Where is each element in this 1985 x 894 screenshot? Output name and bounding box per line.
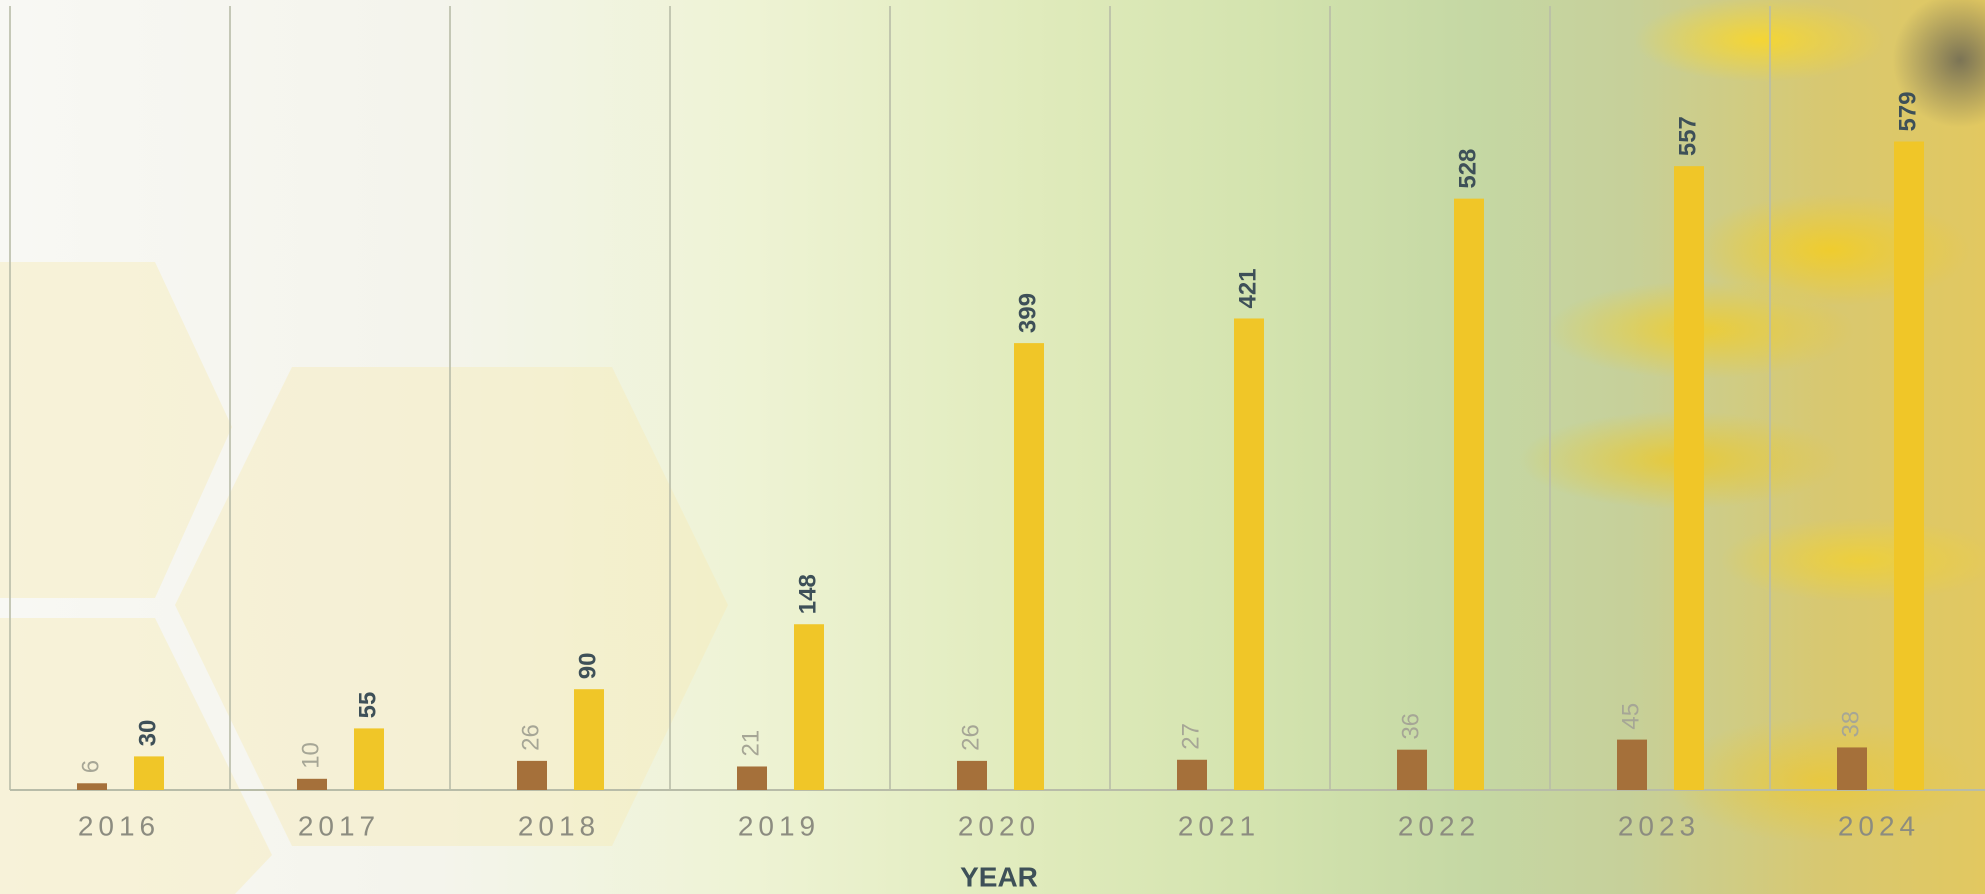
x-tick-label: 2024 xyxy=(1838,810,1920,841)
x-axis-label: YEAR xyxy=(960,861,1038,892)
x-tick-label: 2018 xyxy=(518,810,600,841)
hexagon xyxy=(175,367,728,846)
data-label: 10 xyxy=(297,742,324,769)
hexagon xyxy=(0,262,232,598)
data-label: 148 xyxy=(794,574,821,614)
chart: YEAR 2016 6 30 2017 10 55 2018 26 90 2019 21 148 202… xyxy=(0,0,1985,894)
x-tick-label: 2021 xyxy=(1178,810,1260,841)
bar xyxy=(1454,199,1484,790)
bar xyxy=(737,766,767,790)
bar xyxy=(1837,747,1867,790)
data-label: 38 xyxy=(1837,711,1864,738)
data-label: 26 xyxy=(957,724,984,751)
bar xyxy=(77,783,107,790)
bar xyxy=(957,761,987,790)
data-label: 90 xyxy=(574,652,601,679)
data-label: 557 xyxy=(1674,116,1701,156)
data-label: 55 xyxy=(354,692,381,719)
data-label: 421 xyxy=(1234,268,1261,308)
data-label: 36 xyxy=(1397,713,1424,740)
x-tick-label: 2017 xyxy=(298,810,380,841)
data-label: 30 xyxy=(134,720,161,747)
page: YEAR 2016 6 30 2017 10 55 2018 26 90 2019 21 148 202… xyxy=(0,0,1985,894)
x-tick-label: 2016 xyxy=(78,810,160,841)
data-label: 579 xyxy=(1894,91,1921,131)
bar xyxy=(1617,740,1647,790)
data-label: 399 xyxy=(1014,293,1041,333)
bar xyxy=(517,761,547,790)
data-label: 6 xyxy=(77,760,104,773)
x-tick-label: 2020 xyxy=(958,810,1040,841)
bar xyxy=(134,756,164,790)
bar xyxy=(1397,750,1427,790)
x-tick-label: 2022 xyxy=(1398,810,1480,841)
bar xyxy=(1177,760,1207,790)
bar xyxy=(1234,318,1264,790)
bar xyxy=(1894,142,1924,790)
bar xyxy=(297,779,327,790)
bar xyxy=(794,624,824,790)
data-label: 21 xyxy=(737,730,764,757)
x-tick-label: 2023 xyxy=(1618,810,1700,841)
data-label: 26 xyxy=(517,724,544,751)
bar xyxy=(1674,166,1704,790)
data-label: 27 xyxy=(1177,723,1204,750)
bar xyxy=(574,689,604,790)
data-label: 528 xyxy=(1454,149,1481,189)
data-label: 45 xyxy=(1617,703,1644,730)
decoration xyxy=(0,262,728,894)
bar xyxy=(1014,343,1044,790)
bar xyxy=(354,728,384,790)
x-tick-label: 2019 xyxy=(738,810,820,841)
